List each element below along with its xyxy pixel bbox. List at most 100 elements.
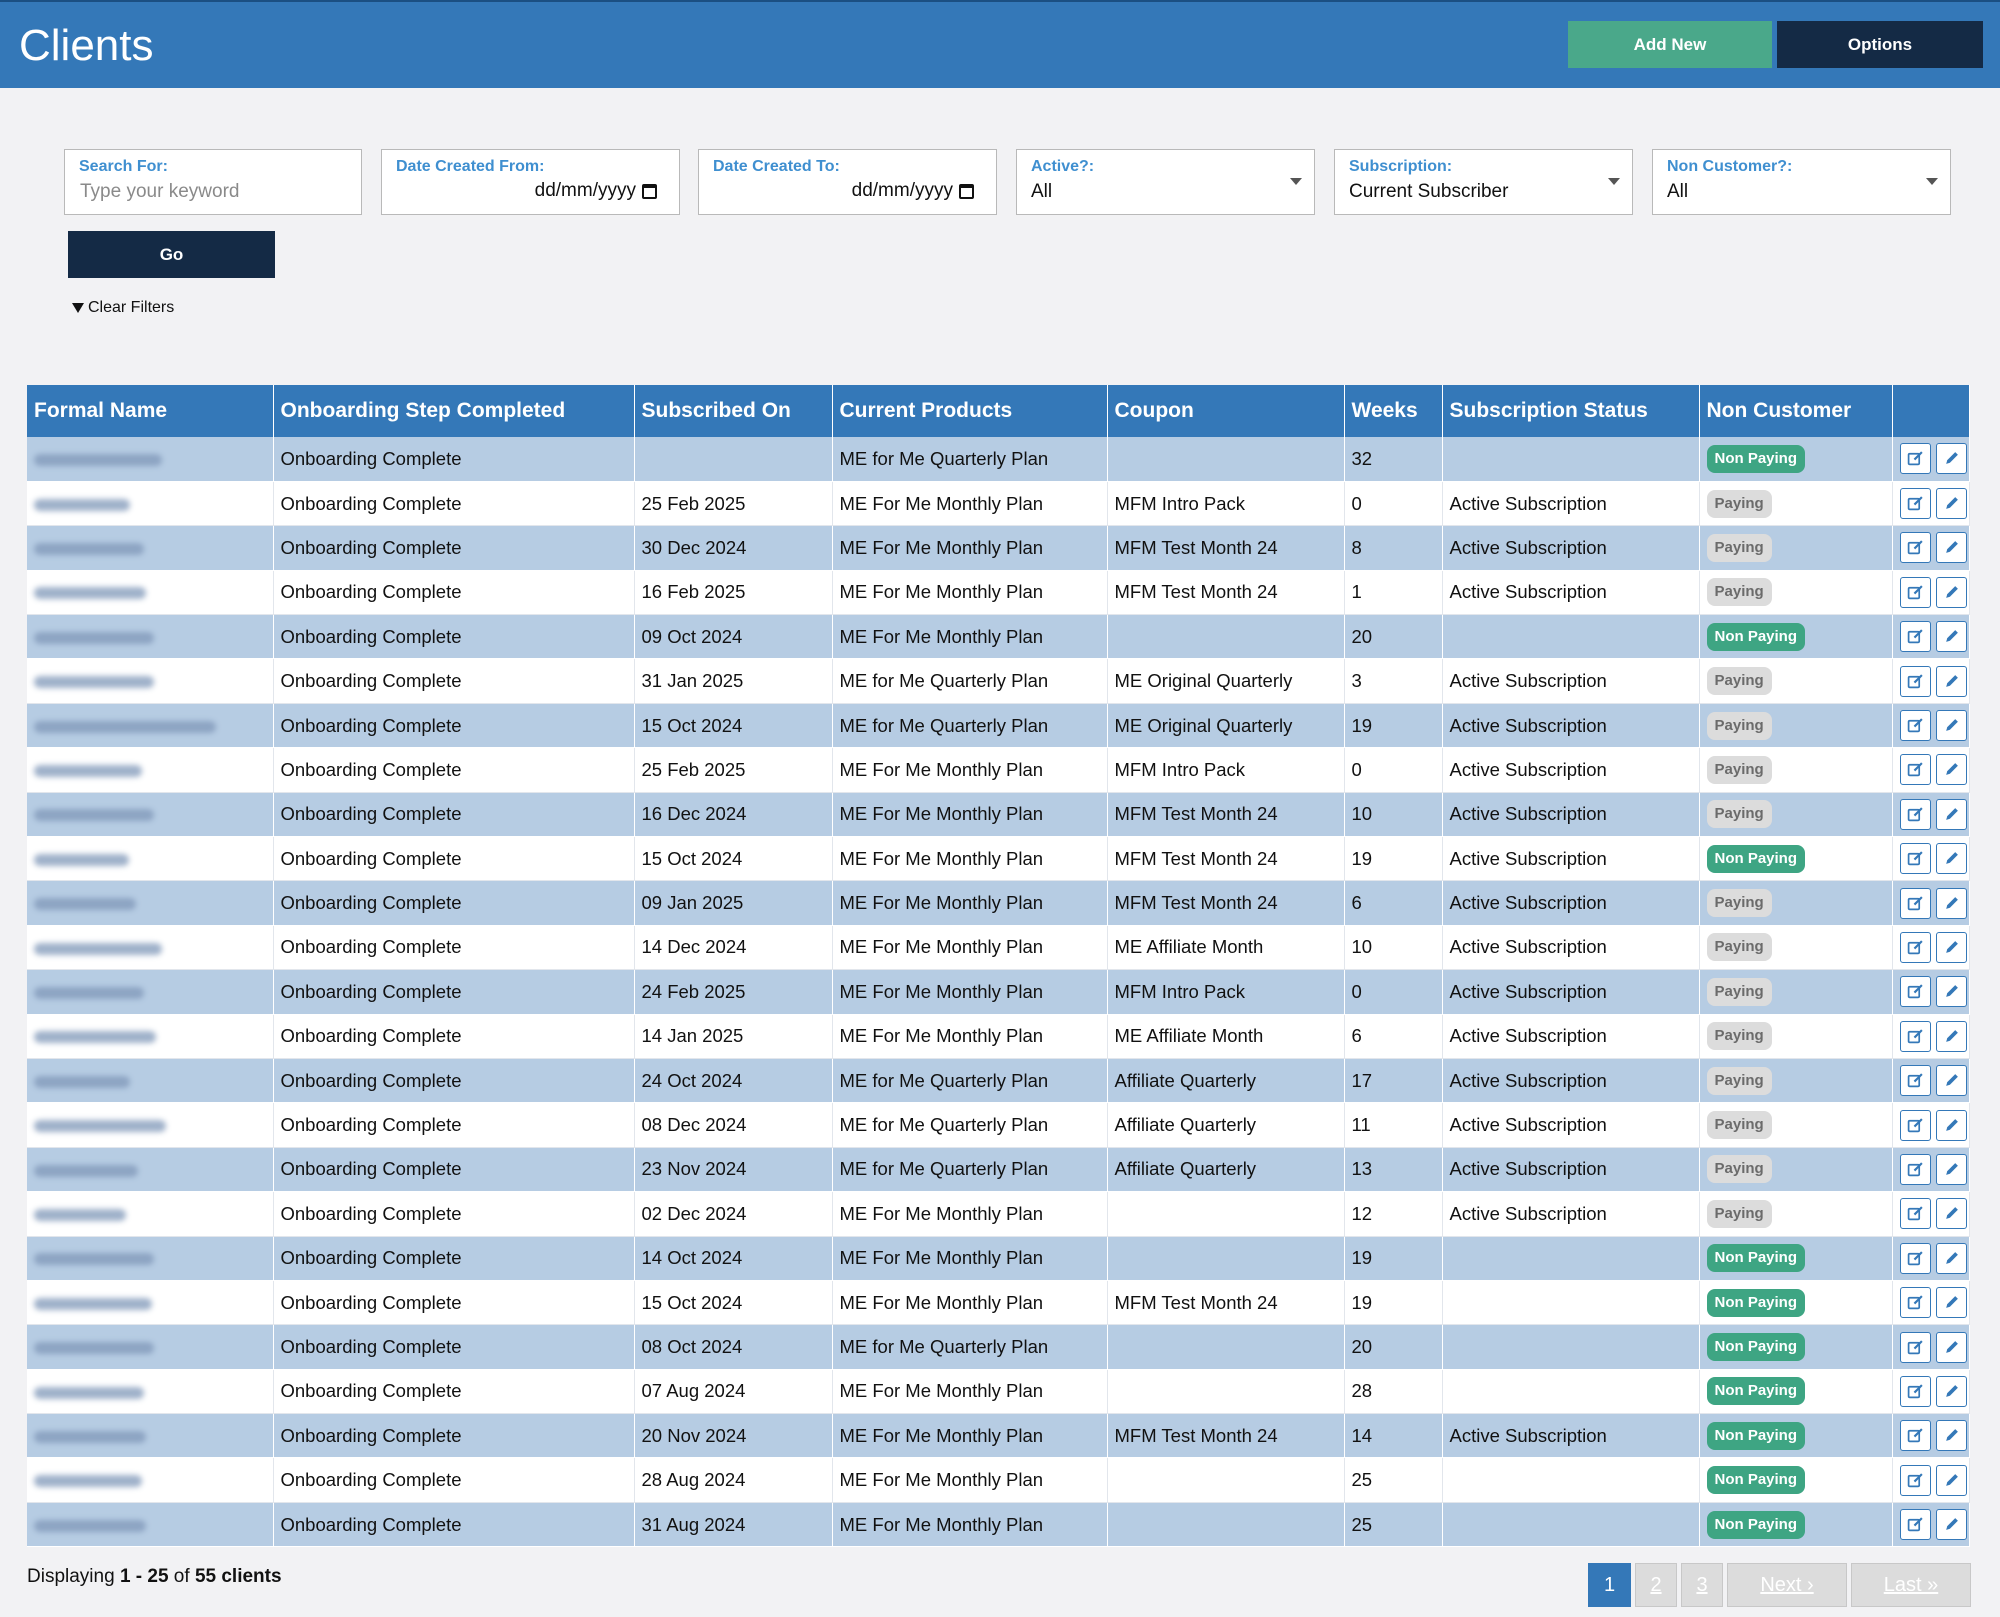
subscription-select[interactable]: Subscription: Current Subscriber: [1334, 149, 1633, 215]
table-row[interactable]: Onboarding Complete 28 Aug 2024 ME For Me …: [27, 1457, 1970, 1503]
pencil-icon[interactable]: [1935, 843, 1967, 875]
edit-square-icon[interactable]: [1899, 1198, 1931, 1230]
table-row[interactable]: Onboarding Complete ME for Me Quarterly P…: [27, 437, 1970, 482]
date-from-filter[interactable]: Date Created From: dd/mm/yyyy: [381, 149, 680, 215]
formal-name-cell[interactable]: [27, 1324, 274, 1370]
options-button[interactable]: Options: [1777, 21, 1983, 68]
formal-name-cell[interactable]: [27, 614, 274, 660]
table-row[interactable]: Onboarding Complete 31 Aug 2024 ME For Me …: [27, 1502, 1970, 1548]
page-2-link[interactable]: 2: [1635, 1563, 1677, 1607]
pencil-icon[interactable]: [1935, 1065, 1967, 1097]
page-3-link[interactable]: 3: [1681, 1563, 1723, 1607]
active-select[interactable]: Active?: All: [1016, 149, 1315, 215]
pencil-icon[interactable]: [1935, 532, 1967, 564]
pencil-icon[interactable]: [1935, 1242, 1967, 1274]
pencil-icon[interactable]: [1935, 1153, 1967, 1185]
page-1-link[interactable]: 1: [1588, 1563, 1631, 1607]
table-row[interactable]: Onboarding Complete 15 Oct 2024 ME for Me …: [27, 703, 1970, 749]
edit-square-icon[interactable]: [1899, 843, 1931, 875]
calendar-icon[interactable]: [959, 183, 974, 199]
edit-square-icon[interactable]: [1899, 1420, 1931, 1452]
edit-square-icon[interactable]: [1899, 1331, 1931, 1363]
edit-square-icon[interactable]: [1899, 1109, 1931, 1141]
pencil-icon[interactable]: [1935, 931, 1967, 963]
formal-name-cell[interactable]: [27, 1457, 274, 1503]
table-row[interactable]: Onboarding Complete 02 Dec 2024 ME For Me …: [27, 1191, 1970, 1237]
pencil-icon[interactable]: [1935, 665, 1967, 697]
formal-name-cell[interactable]: [27, 1191, 274, 1237]
pencil-icon[interactable]: [1935, 488, 1967, 520]
pencil-icon[interactable]: [1935, 798, 1967, 830]
formal-name-cell[interactable]: [27, 570, 274, 616]
column-header[interactable]: Weeks: [1344, 385, 1443, 437]
pencil-icon[interactable]: [1935, 1375, 1967, 1407]
last-page-link[interactable]: Last »: [1851, 1563, 1971, 1607]
table-row[interactable]: Onboarding Complete 14 Jan 2025 ME For Me …: [27, 1014, 1970, 1059]
pencil-icon[interactable]: [1935, 621, 1967, 653]
formal-name-cell[interactable]: [27, 703, 274, 749]
edit-square-icon[interactable]: [1899, 1509, 1931, 1541]
table-row[interactable]: Onboarding Complete 16 Feb 2025 ME For Me …: [27, 570, 1970, 616]
pencil-icon[interactable]: [1935, 1331, 1967, 1363]
formal-name-cell[interactable]: [27, 1236, 274, 1281]
table-row[interactable]: Onboarding Complete 09 Oct 2024 ME For Me …: [27, 614, 1970, 660]
formal-name-cell[interactable]: [27, 481, 274, 527]
formal-name-cell[interactable]: [27, 437, 274, 482]
table-row[interactable]: Onboarding Complete 09 Jan 2025 ME For Me …: [27, 880, 1970, 926]
table-row[interactable]: Onboarding Complete 08 Oct 2024 ME for Me …: [27, 1324, 1970, 1370]
edit-square-icon[interactable]: [1899, 1020, 1931, 1052]
column-header[interactable]: Subscribed On: [634, 385, 833, 437]
table-row[interactable]: Onboarding Complete 20 Nov 2024 ME For Me …: [27, 1413, 1970, 1459]
table-row[interactable]: Onboarding Complete 14 Dec 2024 ME For Me …: [27, 925, 1970, 971]
edit-square-icon[interactable]: [1899, 1464, 1931, 1496]
edit-square-icon[interactable]: [1899, 621, 1931, 653]
formal-name-cell[interactable]: [27, 747, 274, 793]
edit-square-icon[interactable]: [1899, 710, 1931, 742]
pencil-icon[interactable]: [1935, 710, 1967, 742]
search-input[interactable]: Type your keyword: [80, 181, 240, 202]
formal-name-cell[interactable]: [27, 525, 274, 571]
pencil-icon[interactable]: [1935, 1420, 1967, 1452]
edit-square-icon[interactable]: [1899, 1153, 1931, 1185]
pencil-icon[interactable]: [1935, 754, 1967, 786]
column-header[interactable]: Current Products: [832, 385, 1108, 437]
pencil-icon[interactable]: [1935, 1287, 1967, 1319]
pencil-icon[interactable]: [1935, 1020, 1967, 1052]
pencil-icon[interactable]: [1935, 976, 1967, 1008]
table-row[interactable]: Onboarding Complete 25 Feb 2025 ME For Me …: [27, 481, 1970, 527]
edit-square-icon[interactable]: [1899, 1287, 1931, 1319]
table-row[interactable]: Onboarding Complete 23 Nov 2024 ME for Me …: [27, 1147, 1970, 1193]
edit-square-icon[interactable]: [1899, 1242, 1931, 1274]
table-row[interactable]: Onboarding Complete 08 Dec 2024 ME for Me …: [27, 1102, 1970, 1148]
pencil-icon[interactable]: [1935, 1464, 1967, 1496]
column-header[interactable]: Subscription Status: [1442, 385, 1700, 437]
formal-name-cell[interactable]: [27, 1014, 274, 1059]
edit-square-icon[interactable]: [1899, 931, 1931, 963]
edit-square-icon[interactable]: [1899, 976, 1931, 1008]
formal-name-cell[interactable]: [27, 1502, 274, 1548]
edit-square-icon[interactable]: [1899, 532, 1931, 564]
edit-square-icon[interactable]: [1899, 443, 1931, 475]
formal-name-cell[interactable]: [27, 925, 274, 971]
date-to-filter[interactable]: Date Created To: dd/mm/yyyy: [698, 149, 997, 215]
formal-name-cell[interactable]: [27, 1280, 274, 1326]
table-row[interactable]: Onboarding Complete 30 Dec 2024 ME For Me …: [27, 525, 1970, 571]
column-header[interactable]: Formal Name: [27, 385, 274, 437]
column-header[interactable]: Onboarding Step Completed: [273, 385, 635, 437]
table-row[interactable]: Onboarding Complete 15 Oct 2024 ME For Me …: [27, 1280, 1970, 1326]
add-new-button[interactable]: Add New: [1568, 21, 1772, 68]
pencil-icon[interactable]: [1935, 1109, 1967, 1141]
go-button[interactable]: Go: [68, 231, 275, 278]
pencil-icon[interactable]: [1935, 576, 1967, 608]
edit-square-icon[interactable]: [1899, 798, 1931, 830]
table-row[interactable]: Onboarding Complete 16 Dec 2024 ME For Me …: [27, 792, 1970, 838]
edit-square-icon[interactable]: [1899, 1375, 1931, 1407]
pencil-icon[interactable]: [1935, 1509, 1967, 1541]
formal-name-cell[interactable]: [27, 1147, 274, 1193]
table-row[interactable]: Onboarding Complete 07 Aug 2024 ME For Me …: [27, 1369, 1970, 1415]
search-filter[interactable]: Search For: Type your keyword: [64, 149, 362, 215]
table-row[interactable]: Onboarding Complete 31 Jan 2025 ME for Me …: [27, 658, 1970, 704]
table-row[interactable]: Onboarding Complete 24 Feb 2025 ME For Me …: [27, 969, 1970, 1015]
formal-name-cell[interactable]: [27, 969, 274, 1015]
formal-name-cell[interactable]: [27, 1413, 274, 1459]
